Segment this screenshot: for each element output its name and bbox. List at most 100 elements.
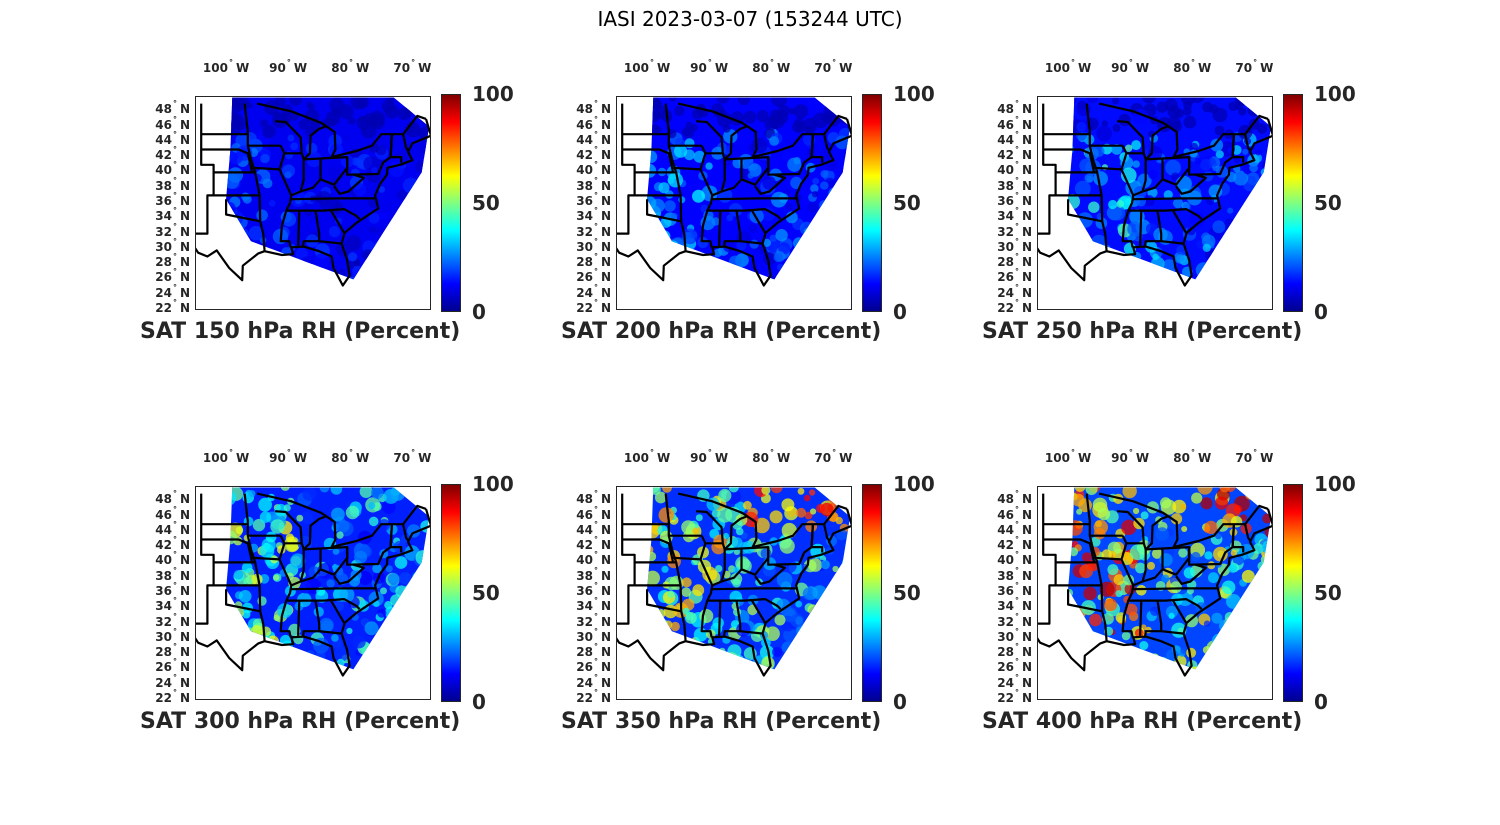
rh-cell bbox=[715, 565, 723, 573]
rh-cell bbox=[1257, 636, 1270, 648]
state-boundary bbox=[1133, 197, 1218, 201]
rh-cell bbox=[1212, 107, 1228, 123]
degree-symbol: ° bbox=[348, 448, 353, 457]
rh-cell bbox=[407, 524, 421, 538]
y-tick-value: 36 bbox=[576, 584, 593, 598]
state-boundary bbox=[721, 549, 743, 583]
degree-symbol: ° bbox=[228, 448, 233, 457]
rh-cell bbox=[332, 548, 340, 555]
rh-cell bbox=[389, 670, 403, 684]
rh-cell bbox=[784, 267, 794, 276]
rh-cell bbox=[1178, 548, 1188, 558]
y-tick-value: 32 bbox=[997, 224, 1014, 239]
rh-cell bbox=[793, 237, 805, 250]
y-tick-unit: N bbox=[1021, 285, 1032, 300]
y-tick-value: 24 bbox=[997, 675, 1014, 690]
x-tick-label: 70° W bbox=[393, 448, 431, 465]
rh-cell bbox=[400, 647, 409, 655]
rh-cell bbox=[835, 516, 843, 525]
y-tick-label: 46° N bbox=[140, 115, 190, 132]
degree-symbol: ° bbox=[172, 221, 177, 231]
rh-cell bbox=[289, 264, 298, 273]
rh-cell bbox=[1183, 100, 1193, 110]
y-tick-label: 24° N bbox=[140, 283, 190, 300]
state-boundary bbox=[677, 492, 848, 549]
rh-cell bbox=[1131, 140, 1142, 151]
degree-symbol: ° bbox=[1014, 129, 1019, 139]
rh-cell bbox=[396, 242, 403, 250]
rh-cell bbox=[804, 511, 813, 520]
rh-cell bbox=[250, 283, 257, 290]
degree-symbol: ° bbox=[1014, 657, 1019, 667]
degree-symbol: ° bbox=[172, 160, 177, 170]
y-tick-value: 40 bbox=[997, 553, 1014, 568]
rh-cell bbox=[412, 487, 429, 502]
y-tick-value: 48 bbox=[997, 102, 1014, 117]
rh-cell bbox=[290, 142, 299, 151]
y-tick-label: 26° N bbox=[561, 657, 611, 674]
rh-cell bbox=[336, 531, 344, 539]
y-tick-unit: N bbox=[179, 148, 190, 163]
y-tick-label: 38° N bbox=[982, 176, 1032, 193]
degree-symbol: ° bbox=[593, 504, 598, 514]
y-tick-unit: N bbox=[600, 492, 611, 507]
state-boundary bbox=[1132, 159, 1147, 197]
rh-cell bbox=[1253, 202, 1261, 211]
rh-cell bbox=[1260, 665, 1270, 670]
rh-cell bbox=[1256, 97, 1272, 112]
x-tick-unit: W bbox=[656, 61, 671, 75]
rh-cell bbox=[1165, 159, 1181, 176]
y-tick-value: 24 bbox=[997, 285, 1014, 300]
rh-cell bbox=[748, 223, 758, 234]
rh-cell bbox=[828, 657, 840, 669]
rh-cell bbox=[712, 655, 720, 663]
rh-cell bbox=[1139, 641, 1149, 650]
rh-cell bbox=[1191, 492, 1203, 504]
rh-cell bbox=[810, 184, 819, 193]
rh-cell bbox=[1070, 673, 1077, 680]
rh-cell bbox=[771, 191, 787, 208]
rh-cell bbox=[797, 487, 805, 495]
rh-cell bbox=[754, 517, 770, 534]
x-tick-value: 90 bbox=[1111, 451, 1128, 465]
rh-cell bbox=[1137, 262, 1151, 275]
rh-cell bbox=[1172, 499, 1187, 514]
rh-cell bbox=[1068, 520, 1083, 536]
y-tick-value: 26 bbox=[155, 270, 172, 285]
rh-cell bbox=[231, 639, 241, 649]
axes-frame bbox=[195, 486, 431, 700]
rh-cell bbox=[1227, 274, 1236, 280]
rh-cell bbox=[384, 238, 394, 248]
y-tick-label: 34° N bbox=[140, 596, 190, 613]
y-tick-label: 28° N bbox=[140, 642, 190, 659]
rh-cell bbox=[422, 634, 429, 641]
x-tick-value: 80 bbox=[752, 61, 769, 75]
rh-cell bbox=[307, 660, 314, 667]
y-tick-value: 24 bbox=[576, 675, 593, 690]
y-tick-label: 40° N bbox=[140, 550, 190, 567]
y-tick-label: 38° N bbox=[140, 566, 190, 583]
state-boundary bbox=[333, 563, 365, 585]
rh-cell bbox=[394, 556, 408, 569]
y-tick-value: 34 bbox=[576, 209, 593, 224]
colorbar-tick-label: 0 bbox=[1314, 690, 1328, 714]
degree-symbol: ° bbox=[1014, 519, 1019, 529]
y-tick-label: 32° N bbox=[140, 221, 190, 239]
y-tick-unit: N bbox=[179, 178, 190, 193]
rh-cell bbox=[1194, 157, 1202, 165]
rh-cell bbox=[358, 571, 373, 585]
rh-cell bbox=[226, 628, 235, 642]
degree-symbol: ° bbox=[411, 58, 416, 67]
rh-cell bbox=[403, 177, 419, 194]
degree-symbol: ° bbox=[1014, 581, 1019, 590]
rh-cell bbox=[716, 271, 723, 278]
rh-cell bbox=[404, 264, 413, 272]
rh-cell bbox=[382, 280, 389, 287]
rh-cell bbox=[371, 167, 378, 174]
panel-title: SAT 400 hPa RH (Percent) bbox=[982, 709, 1303, 734]
rh-cell bbox=[1257, 620, 1272, 634]
degree-symbol: ° bbox=[1014, 611, 1019, 621]
rh-cell bbox=[270, 519, 285, 534]
degree-symbol: ° bbox=[172, 252, 177, 262]
degree-symbol: ° bbox=[593, 519, 598, 529]
